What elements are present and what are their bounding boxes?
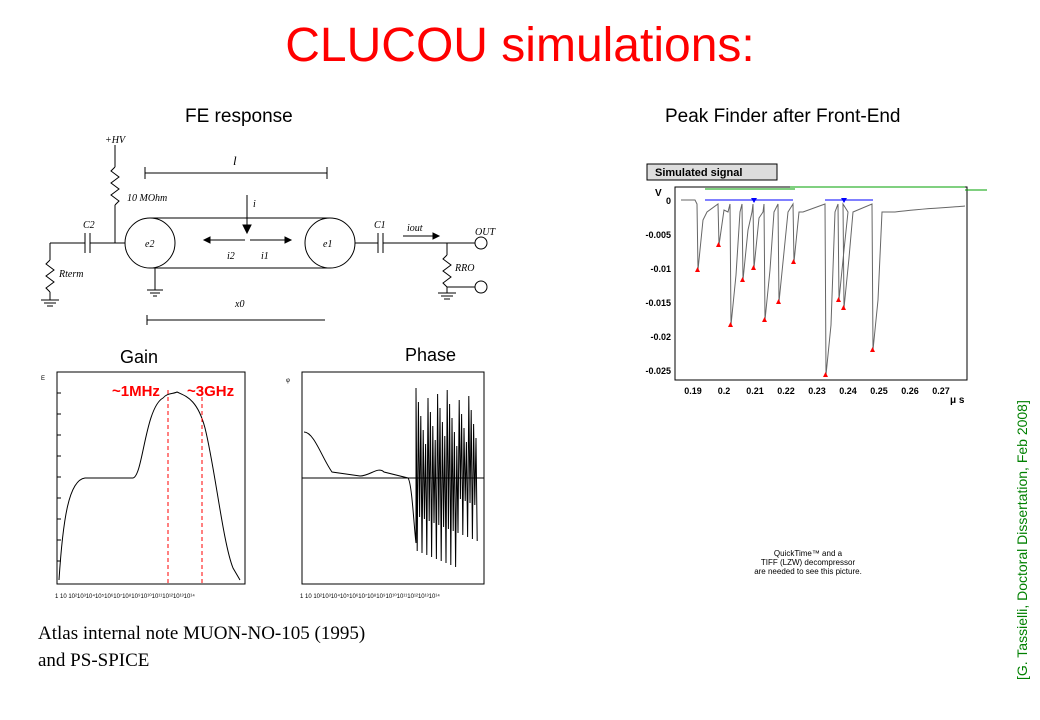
peak-marker: [823, 372, 828, 377]
resistor-label: 10 MOhm: [127, 193, 167, 204]
peak-marker: [870, 347, 875, 352]
peak-markers: [695, 242, 875, 377]
x-tick-label: 0.2: [718, 386, 731, 396]
legend-title: Simulated signal: [655, 167, 742, 179]
peak-marker: [791, 259, 796, 264]
x-tick-label: 0.24: [839, 386, 857, 396]
peak-finder-title: Peak Finder after Front-End: [665, 106, 901, 127]
quicktime-line2: TIFF (LZW) decompressor: [760, 558, 856, 567]
fe-schematic: +HV 10 MOhm l i C2 C1 e2 e1 i2 i1 iout O…: [41, 135, 496, 325]
e2-label: e2: [145, 239, 154, 250]
y-tick-label: -0.02: [650, 332, 671, 342]
annotation-3ghz: ~3GHz: [187, 383, 235, 400]
x-tick-label: 0.23: [808, 386, 826, 396]
quicktime-line1: QuickTime™ and a: [773, 549, 843, 558]
hv-label: +HV: [105, 135, 127, 146]
annotation-1mhz: ~1MHz: [112, 383, 160, 400]
y-axis-letter: V: [655, 188, 662, 199]
slide-title: CLUCOU simulations:: [285, 19, 755, 72]
y-tick-label: -0.015: [645, 298, 671, 308]
rterm-label: Rterm: [58, 269, 83, 280]
y-tick-label: -0.005: [645, 230, 671, 240]
atlas-note-line2: and PS-SPICE: [38, 650, 150, 671]
x-tick-label: 0.21: [746, 386, 764, 396]
y-tick-labels: 0 -0.005 -0.01 -0.015 -0.02 -0.025: [645, 196, 671, 376]
out-label: OUT: [475, 227, 496, 238]
i1-label: i1: [261, 251, 269, 262]
svg-text:1 10 10²10³10⁴10⁵10⁶10⁷10⁸10⁹: 1 10 10²10³10⁴10⁵10⁶10⁷10⁸10⁹10¹⁰10¹¹10¹…: [55, 593, 195, 600]
y-tick-label: -0.025: [645, 366, 671, 376]
atlas-note: Atlas internal note MUON-NO-105 (1995) a…: [38, 620, 365, 674]
peak-marker: [740, 277, 745, 282]
gain-plot: E 1 10 10²10³10⁴10⁵10⁶10⁷10⁸10⁹10¹⁰10¹¹1…: [41, 371, 246, 600]
y-tick-label: -0.01: [650, 264, 671, 274]
peak-marker: [841, 305, 846, 310]
e1-label: e1: [323, 239, 332, 250]
phase-plot: φ 1 10 10²10³10⁴10⁵10⁶10⁷10⁸10⁹10¹⁰10¹¹1…: [286, 371, 485, 600]
x-unit: μ s: [950, 395, 965, 405]
svg-text:1 10 10²10³10⁴10⁵10⁶10⁷10⁸10⁹: 1 10 10²10³10⁴10⁵10⁶10⁷10⁸10⁹10¹⁰10¹¹10¹…: [300, 593, 440, 600]
current-label: i: [253, 199, 256, 210]
peak-marker: [762, 317, 767, 322]
x0-label: x0: [234, 299, 244, 310]
atlas-note-line1: Atlas internal note MUON-NO-105 (1995): [38, 623, 366, 644]
x-tick-labels: 0.19 0.2 0.21 0.22 0.23 0.24 0.25 0.26 0.27: [684, 386, 950, 396]
rro-label: RRO: [454, 263, 474, 274]
peak-marker: [751, 265, 756, 270]
x-tick-label: 0.22: [777, 386, 795, 396]
peak-marker: [836, 297, 841, 302]
i2-label: i2: [227, 251, 235, 262]
quicktime-line3: are needed to see this picture.: [754, 567, 862, 576]
length-label: l: [233, 153, 237, 168]
peak-marker: [728, 322, 733, 327]
peak-marker: [776, 299, 781, 304]
x-tick-label: 0.26: [901, 386, 919, 396]
fe-response-title: FE response: [185, 106, 293, 127]
svg-text:φ: φ: [286, 378, 290, 384]
phase-label: Phase: [405, 345, 457, 365]
x-tick-label: 0.19: [684, 386, 702, 396]
gain-label: Gain: [120, 347, 159, 367]
iout-label: iout: [407, 223, 423, 234]
citation: [G. Tassielli, Doctoral Dissertation, Fe…: [1014, 400, 1030, 680]
peak-finder-plot: Simulated signal V 0 -0.005 -0.01 -0.015 -0.…: [645, 163, 987, 405]
peak-marker: [716, 242, 721, 247]
x-tick-label: 0.27: [932, 386, 950, 396]
c1-label: C1: [374, 220, 386, 231]
quicktime-placeholder: QuickTime™ and a TIFF (LZW) decompressor…: [738, 549, 878, 576]
svg-text:E: E: [41, 376, 45, 382]
y-tick-label: 0: [666, 196, 671, 206]
peak-marker: [695, 267, 700, 272]
c2-label: C2: [83, 220, 95, 231]
x-tick-label: 0.25: [870, 386, 888, 396]
